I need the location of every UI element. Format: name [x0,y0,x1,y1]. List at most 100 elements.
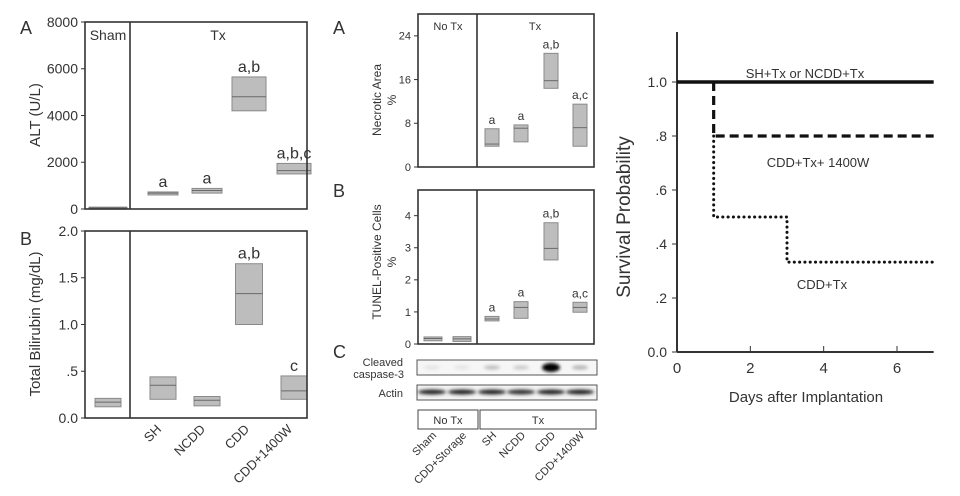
panel-label-b-left: B [20,229,32,249]
plot-frame [417,189,595,345]
bilirubin-y-axis-label: Total Bilirubin (mg/dL) [27,251,44,396]
necrotic-boxes: a a a,b a,c [484,37,588,147]
blot-band [418,389,446,395]
significance-label: a [489,300,496,314]
blot-band [448,389,476,395]
plot-frame [84,230,308,419]
box [484,128,500,147]
survival-y-axis-label: Survival Probability [614,136,635,298]
y-tick-label: 3 [405,243,411,255]
blot-group-label-no-tx: No Tx [433,415,463,427]
y-tick-label: 1.5 [59,270,79,286]
box [280,375,308,400]
survival-x-axis-label: Days after Implantation [729,389,883,406]
tunel-y-axis-label: TUNEL-Positive Cells [370,204,384,319]
legend-label-cdd-1400w: CDD+Tx+ 1400W [767,155,870,170]
significance-label: a,c [572,286,588,300]
y-tick-label: 4000 [47,107,78,123]
blot-group-box-tx [479,409,597,430]
y-tick-label: .6 [655,182,667,198]
box [193,395,221,407]
y-tick-label: 2.0 [59,223,79,239]
western-blot-panel: C Cleaved caspase-3 Actin No Tx Tx ShamC… [333,342,598,487]
significance-label: a [159,174,168,191]
survival-lines [677,80,936,264]
significance-label: a,b [543,207,560,221]
blot-row-label-caspase-line2: caspase-3 [353,369,404,381]
y-tick-label: 0.0 [648,344,668,360]
group-label-tx-middle: Tx [529,21,542,33]
y-tick-label: 4 [405,211,411,223]
blot-band [572,365,588,370]
bilirubin-y-ticks: 0.0 .5 1.0 1.5 2.0 [59,223,85,426]
blot-band [454,365,470,370]
necrotic-frame [417,13,595,168]
tunel-frame [417,189,595,345]
legend-label-sh-ncdd: SH+Tx or NCDD+Tx [746,66,865,81]
alt-boxes: a a a,b a,b,c [88,59,312,210]
blot-lane-label: NCDD [497,430,528,461]
blot-band [507,389,535,395]
y-tick-label: 1.0 [648,74,668,90]
blot-lane-label: SH [480,430,499,449]
survival-panel: Survival Probability Days after Implanta… [614,32,936,406]
x-tick-label: 2 [746,360,754,377]
significance-label: a,b [238,59,260,76]
y-tick-label: .4 [655,236,667,252]
y-tick-label: 8000 [47,14,78,30]
bilirubin-boxes: a,b c [94,246,308,408]
blot-band [424,365,440,370]
x-tick-label: 4 [819,360,827,377]
tunel-panel: B TUNEL-Positive Cells % 0 1 2 3 4 a a a,b a,c [333,181,595,351]
y-tick-label: 0 [405,162,411,174]
necrotic-y-ticks: 0 8 16 24 [399,31,418,174]
y-tick-label: 1.0 [59,316,79,332]
significance-label: a,b [543,37,560,51]
bilirubin-frame [84,230,308,419]
blot-bands [418,363,594,395]
significance-label: a [518,286,525,300]
alt-y-axis-label: ALT (U/L) [27,83,44,147]
x-tick-label: 6 [893,360,901,377]
x-tick-label: 0 [673,360,681,377]
blot-band [484,365,500,370]
blot-row-label-caspase-line1: Cleaved [363,357,403,369]
y-tick-label: 2000 [47,154,78,170]
x-label-ncdd: NCDD [171,422,208,459]
panel-label-a-left: A [20,18,32,38]
significance-label: a [518,109,525,123]
y-tick-label: 1 [405,307,411,319]
box [543,52,559,89]
box [543,222,559,261]
box [513,124,529,143]
significance-label: a,c [572,88,588,102]
y-tick-label: 2 [405,275,411,287]
tunel-y-ticks: 0 1 2 3 4 [405,211,418,351]
group-label-sham: Sham [90,27,127,43]
y-tick-label: .2 [655,290,667,306]
y-tick-label: 0 [70,201,78,217]
group-label-no-tx: No Tx [433,21,463,33]
panel-label-a-middle: A [333,18,345,38]
blot-band [566,389,594,395]
x-label-sh: SH [141,422,164,445]
box [572,103,588,147]
survival-line-dashed [712,82,934,138]
panel-label-b-middle: B [333,181,345,201]
x-label-cdd: CDD [222,422,253,453]
significance-label: a [489,113,496,127]
y-tick-label: 0.0 [59,410,79,426]
y-tick-label: .8 [655,128,667,144]
group-label-tx: Tx [210,27,226,43]
survival-line-dotted [712,134,936,264]
y-tick-label: .5 [66,363,78,379]
bilirubin-panel: B Total Bilirubin (mg/dL) 0.0 .5 1.0 1.5 2.0… [20,223,308,487]
box [149,376,177,400]
legend-label-cdd-tx: CDD+Tx [797,277,848,292]
y-tick-label: 24 [399,31,411,43]
blot-strip-actin [416,384,598,401]
blot-band [478,389,506,395]
